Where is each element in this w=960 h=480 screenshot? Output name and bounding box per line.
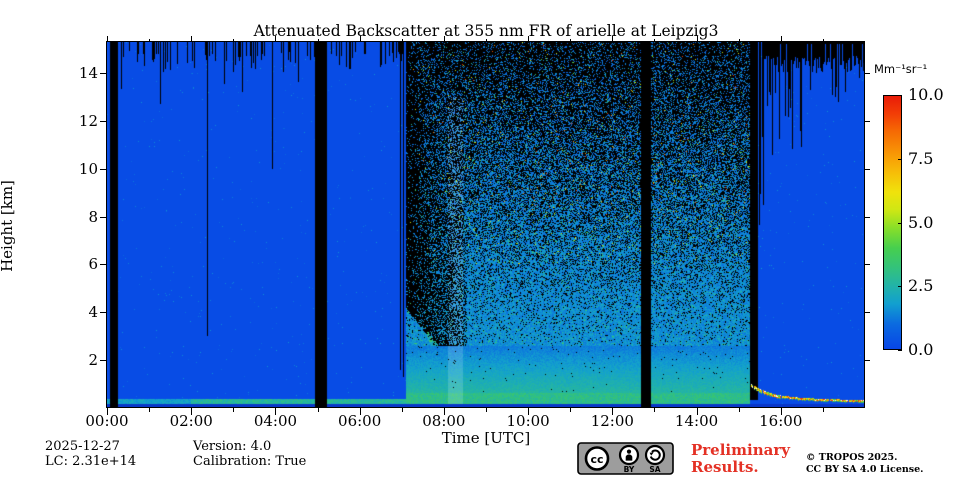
preliminary-results-watermark: Preliminary Results.: [691, 441, 790, 476]
tick-mark: [100, 360, 107, 362]
tick-mark: [486, 408, 487, 412]
colorbar-tick: [898, 158, 902, 160]
x-tick-label: 14:00: [674, 412, 719, 430]
tick-mark: [696, 36, 698, 42]
x-tick-label: 04:00: [253, 412, 298, 430]
tick-mark: [100, 216, 107, 218]
tick-mark: [865, 73, 870, 75]
tick-mark: [865, 168, 870, 170]
tick-mark: [570, 39, 572, 42]
tick-mark: [317, 39, 319, 42]
y-tick-label: 10: [78, 159, 98, 178]
plot-title: Attenuated Backscatter at 355 nm FR of a…: [253, 22, 719, 40]
tick-mark: [528, 408, 530, 415]
sa-label: SA: [649, 465, 660, 474]
measurement-date: 2025-12-27: [45, 439, 120, 454]
tick-mark: [100, 312, 107, 314]
tick-mark: [822, 408, 824, 412]
footer-date-lc: 2025-12-27 LC: 2.31e+14: [45, 439, 136, 469]
tick-mark: [275, 36, 277, 42]
y-tick-label: 14: [78, 64, 98, 83]
tick-mark: [528, 36, 530, 42]
tick-mark: [486, 39, 487, 42]
x-tick-label: 16:00: [759, 412, 803, 430]
tick-mark: [107, 36, 108, 42]
calibration-text: Calibration: True: [193, 454, 307, 469]
tick-mark: [275, 408, 277, 415]
colorbar-tick-label: 5.0: [908, 212, 934, 232]
tick-mark: [100, 264, 107, 266]
x-tick-label: 02:00: [169, 412, 213, 430]
copyright-text: © TROPOS 2025. CC BY SA 4.0 License.: [806, 452, 924, 475]
x-tick-label: 12:00: [590, 412, 634, 430]
tick-mark: [654, 408, 656, 412]
y-tick-label: 12: [78, 111, 98, 130]
tick-mark: [865, 120, 870, 122]
colorbar-tick: [898, 222, 902, 224]
x-tick-label: 08:00: [422, 412, 466, 430]
tick-mark: [100, 120, 107, 122]
colorbar-tick: [898, 95, 902, 96]
tick-mark: [865, 264, 870, 266]
tick-mark: [191, 408, 193, 415]
y-axis-label: Height [km]: [0, 180, 16, 272]
tick-mark: [401, 408, 403, 412]
y-tick-label: 8: [88, 207, 98, 226]
tick-mark: [233, 408, 235, 412]
x-tick-label: 10:00: [506, 412, 550, 430]
tick-mark: [233, 39, 235, 42]
tick-mark: [654, 39, 656, 42]
colorbar-tick-label: 2.5: [908, 276, 934, 296]
cc-by-sa-badge: cc BY SA: [577, 442, 674, 475]
colorbar-unit-label: Mm⁻¹sr⁻¹: [874, 62, 928, 76]
sa-arrow-icon: [644, 444, 666, 466]
colorbar-gradient: [884, 96, 901, 349]
tick-mark: [149, 408, 151, 412]
y-tick-label: 4: [88, 303, 98, 322]
tick-mark: [100, 73, 107, 75]
tick-mark: [359, 408, 361, 415]
tick-mark: [612, 408, 614, 415]
tick-mark: [738, 408, 740, 412]
tick-mark: [359, 36, 361, 42]
tick-mark: [865, 360, 870, 362]
tick-mark: [570, 408, 572, 412]
tick-mark: [443, 36, 445, 42]
tick-mark: [696, 408, 698, 415]
footer-version-cal: Version: 4.0 Calibration: True: [193, 439, 306, 469]
tick-mark: [401, 39, 403, 42]
version-text: Version: 4.0: [193, 439, 272, 454]
y-tick-label: 6: [88, 255, 98, 274]
y-tick-label: 2: [88, 351, 98, 370]
colorbar-tick-label: 10.0: [908, 85, 944, 104]
tick-mark: [822, 39, 824, 42]
colorbar-tick: [898, 350, 902, 351]
cc-letters: cc: [590, 453, 603, 466]
tick-mark: [317, 408, 319, 412]
tick-mark: [191, 36, 193, 42]
x-axis-label: Time [UTC]: [441, 429, 531, 447]
lidar-constant: LC: 2.31e+14: [45, 454, 137, 469]
tick-mark: [738, 39, 740, 42]
backscatter-heatmap: [107, 42, 865, 408]
tick-mark: [780, 36, 782, 42]
colorbar-tick-label: 0.0: [908, 340, 934, 359]
tick-mark: [107, 408, 108, 415]
tick-mark: [149, 39, 151, 42]
tick-mark: [443, 408, 445, 415]
tick-mark: [865, 312, 870, 314]
tick-mark: [100, 168, 107, 170]
x-tick-label: 00:00: [85, 412, 129, 430]
tick-mark: [865, 216, 870, 218]
cc-circle-icon: [584, 446, 610, 471]
colorbar-tick: [898, 286, 902, 288]
x-tick-label: 06:00: [338, 412, 382, 430]
tick-mark: [780, 408, 782, 415]
by-label: BY: [624, 465, 635, 474]
tick-mark: [612, 36, 614, 42]
colorbar-tick-label: 7.5: [908, 148, 934, 168]
